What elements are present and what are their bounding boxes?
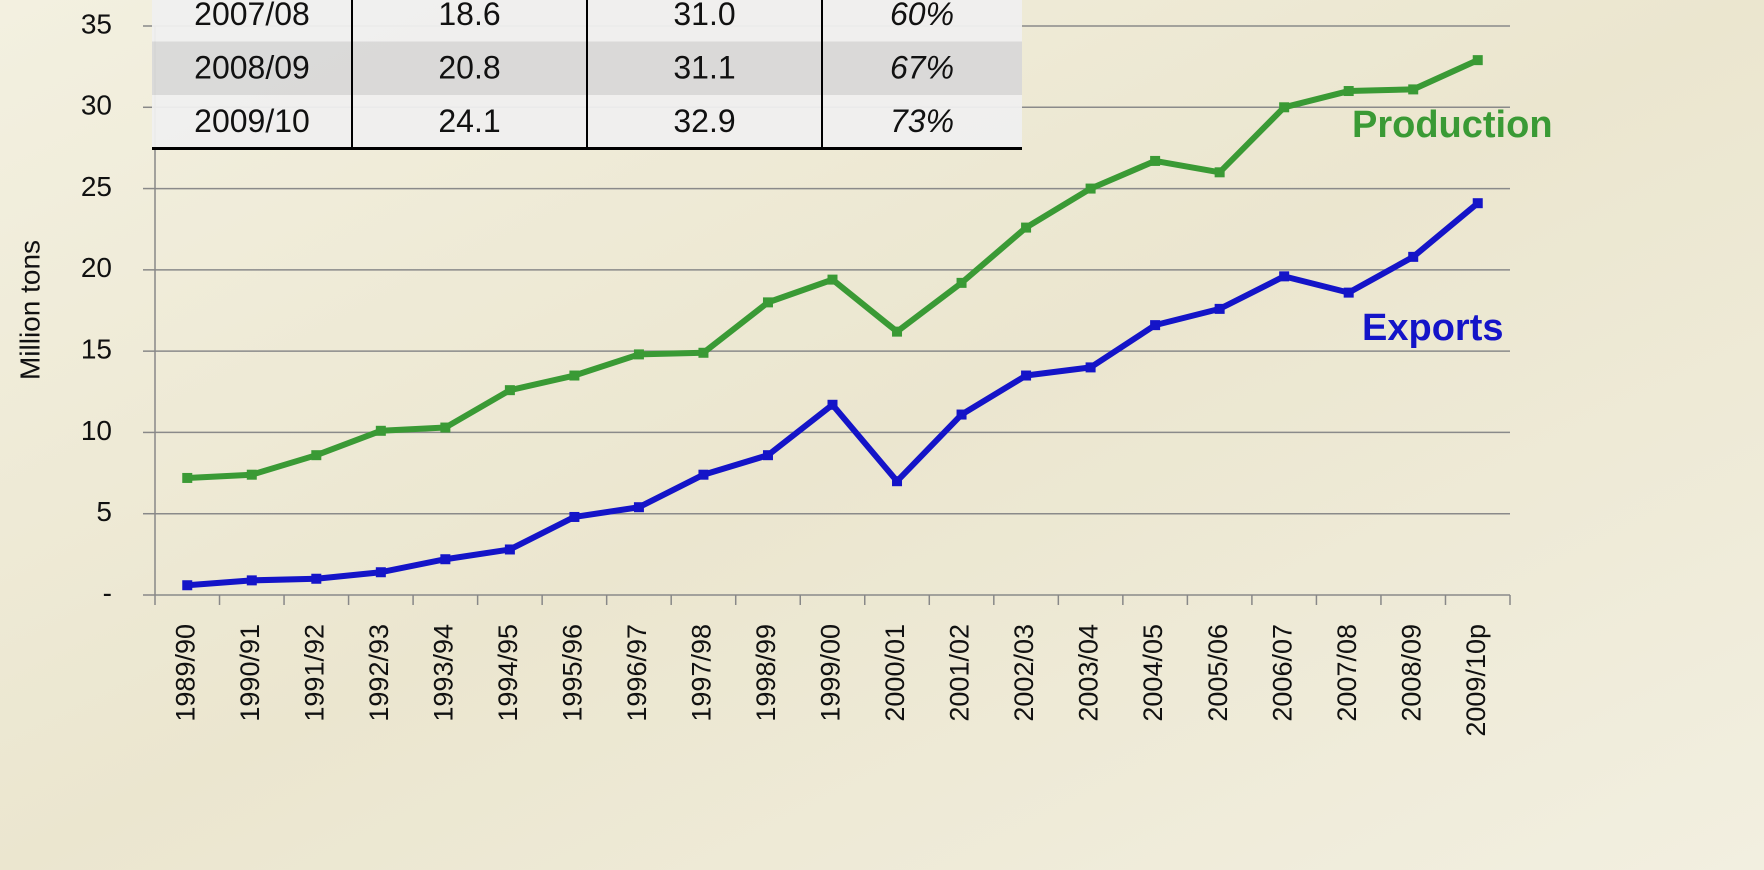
point-marker (1408, 84, 1418, 94)
x-tick-label: 2001/02 (945, 624, 975, 722)
point-marker (311, 450, 321, 460)
point-marker (1021, 223, 1031, 233)
point-marker (1279, 102, 1289, 112)
y-tick-label: - (103, 577, 112, 608)
x-tick-label: 2003/04 (1074, 624, 1104, 722)
x-tick-label: 2009/10p (1461, 624, 1491, 737)
y-tick-label: 35 (81, 8, 112, 39)
point-marker (1150, 320, 1160, 330)
point-marker (828, 275, 838, 285)
point-marker (634, 502, 644, 512)
x-tick-label: 2007/08 (1332, 624, 1362, 722)
point-marker (247, 575, 257, 585)
point-marker (569, 371, 579, 381)
y-tick-label: 10 (81, 415, 112, 446)
y-axis-label: Million tons (14, 240, 45, 380)
table: 2007/08 18.6 31.0 60% 2008/09 20.8 31.1 67% 2009… (152, 0, 1022, 149)
point-marker (311, 574, 321, 584)
point-marker (828, 400, 838, 410)
chart: Million tons - 5 10 15 20 25 30 35 1989/90 1990/9… (0, 0, 1764, 870)
x-tick-label: 1995/96 (558, 624, 588, 722)
y-tick-label: 20 (81, 252, 112, 283)
point-marker (1344, 288, 1354, 298)
x-tick-label: 2004/05 (1138, 624, 1168, 722)
x-tick-label: 2005/06 (1203, 624, 1233, 722)
x-tick-label: 1999/00 (816, 624, 846, 722)
point-marker (440, 423, 450, 433)
x-tick-label: 2008/09 (1396, 624, 1426, 722)
y-tick-label: 15 (81, 334, 112, 365)
table-cell: 31.0 (673, 0, 735, 32)
x-tick-label: 1990/91 (235, 624, 265, 722)
point-marker (1344, 86, 1354, 96)
point-marker (440, 554, 450, 564)
point-marker (1086, 184, 1096, 194)
page: Million tons - 5 10 15 20 25 30 35 1989/90 1990/9… (0, 0, 1764, 870)
table-cell: 20.8 (438, 50, 500, 86)
point-marker (957, 278, 967, 288)
table-cell: 32.9 (673, 103, 735, 139)
point-marker (892, 476, 902, 486)
point-marker (376, 426, 386, 436)
point-marker (1473, 55, 1483, 65)
point-marker (376, 567, 386, 577)
table-cell: 24.1 (438, 103, 500, 139)
table-cell: 67% (890, 50, 954, 86)
point-marker (763, 297, 773, 307)
legend-label: Exports (1362, 307, 1503, 349)
point-marker (1215, 167, 1225, 177)
x-tick-label: 1992/93 (364, 624, 394, 722)
x-tick-label: 1997/98 (687, 624, 717, 722)
x-tick-label: 1991/92 (299, 624, 329, 722)
point-marker (892, 327, 902, 337)
y-tick-label: 5 (96, 496, 112, 527)
table-cell: 31.1 (673, 50, 735, 86)
point-marker (1408, 252, 1418, 262)
x-tick-label: 1994/95 (493, 624, 523, 722)
point-marker (1021, 371, 1031, 381)
point-marker (1473, 198, 1483, 208)
point-marker (698, 348, 708, 358)
point-marker (505, 385, 515, 395)
x-tick-label: 2006/07 (1267, 624, 1297, 722)
point-marker (634, 349, 644, 359)
table-cell: 2008/09 (194, 50, 310, 86)
point-marker (763, 450, 773, 460)
x-tick-label: 2002/03 (1009, 624, 1039, 722)
table-cell: 73% (890, 103, 954, 139)
point-marker (1086, 362, 1096, 372)
x-tick-label: 1998/99 (751, 624, 781, 722)
point-marker (1215, 304, 1225, 314)
point-marker (182, 473, 192, 483)
y-tick-label: 25 (81, 171, 112, 202)
point-marker (1279, 271, 1289, 281)
x-tick-label: 1996/97 (622, 624, 652, 722)
table-cell: 60% (890, 0, 954, 32)
table-cell: 2007/08 (194, 0, 310, 32)
table-cell: 2009/10 (194, 103, 310, 139)
table-cell: 18.6 (438, 0, 500, 32)
legend-label: Production (1352, 104, 1553, 146)
point-marker (182, 580, 192, 590)
x-tick-label: 1989/90 (170, 624, 200, 722)
y-tick-label: 30 (81, 90, 112, 121)
point-marker (957, 410, 967, 420)
x-tick-label: 2000/01 (880, 624, 910, 722)
point-marker (1150, 156, 1160, 166)
point-marker (698, 470, 708, 480)
x-tick-label: 1993/94 (428, 624, 458, 722)
point-marker (505, 544, 515, 554)
point-marker (247, 470, 257, 480)
point-marker (569, 512, 579, 522)
